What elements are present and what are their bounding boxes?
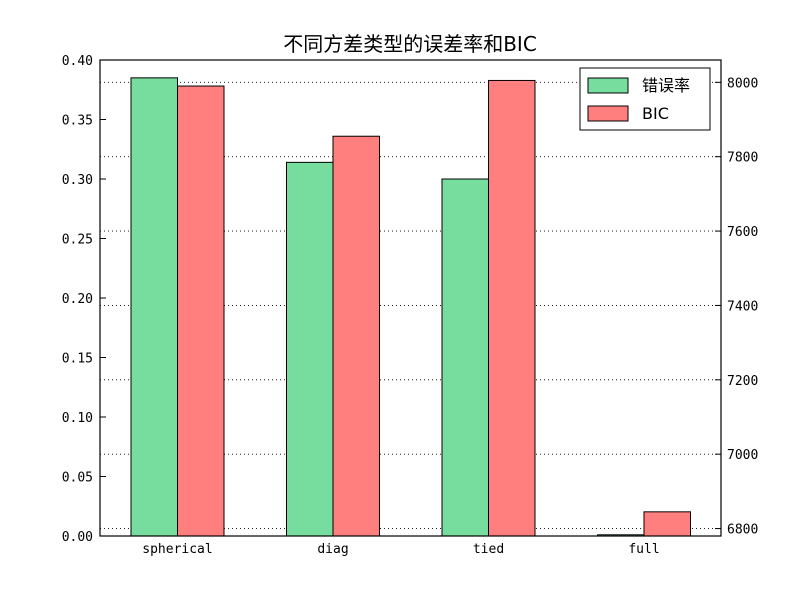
y-left-tick-label: 0.15 — [62, 352, 93, 367]
bar-error-rate-spherical — [130, 77, 178, 537]
y-left-tick-label: 0.10 — [62, 411, 93, 426]
y-right-tick-label: 7400 — [727, 299, 758, 314]
y-left-tick-label: 0.30 — [62, 173, 93, 188]
legend-swatch-error-rate — [587, 77, 629, 94]
x-tick-label: tied — [473, 542, 504, 557]
y-left-tick-label: 0.20 — [62, 292, 93, 307]
y-left-tick-label: 0.40 — [62, 54, 93, 69]
bar-bic-diag — [332, 135, 380, 537]
axis-ticks: 6800 7000 7200 7400 7600 7800 8000 0.00 0.05 0.10… — [62, 54, 759, 557]
y-left-tick-label: 0.05 — [62, 471, 93, 486]
x-tick-label: diag — [317, 542, 348, 557]
legend-label-error-rate: 错误率 — [642, 76, 690, 95]
y-right-tick-label: 7600 — [727, 225, 758, 240]
y-right-tick-label: 7800 — [727, 151, 758, 166]
legend: 错误率 BIC — [579, 67, 711, 131]
legend-swatch-bic — [587, 105, 629, 122]
bar-bic-spherical — [177, 85, 225, 537]
x-tick-label: full — [628, 542, 659, 557]
y-right-tick-label: 7000 — [727, 448, 758, 463]
y-left-tick-label: 0.35 — [62, 114, 93, 129]
y-right-tick-label: 7200 — [727, 374, 758, 389]
y-right-tick-label: 8000 — [727, 76, 758, 91]
bar-bic-tied — [488, 79, 536, 537]
legend-label-bic: BIC — [642, 104, 669, 123]
x-tick-label: spherical — [142, 542, 212, 557]
chart-title: 不同方差类型的误差率和BIC — [283, 32, 537, 56]
bar-bic-full — [643, 511, 691, 537]
bar-error-rate-diag — [286, 161, 334, 537]
y-left-tick-label: 0.00 — [62, 530, 93, 545]
y-right-tick-label: 6800 — [727, 523, 758, 538]
y-left-tick-label: 0.25 — [62, 233, 93, 248]
bar-error-rate-tied — [441, 178, 489, 537]
bars — [130, 77, 691, 537]
